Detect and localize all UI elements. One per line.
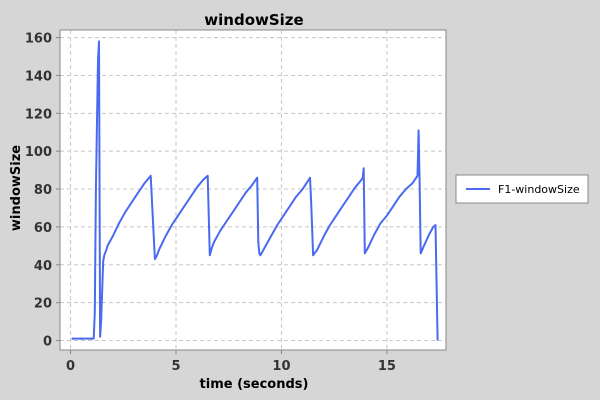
series-layer	[71, 40, 439, 341]
y-tick-label: 140	[25, 69, 52, 84]
y-axis-label: windowSize	[9, 145, 24, 231]
data-point	[79, 337, 83, 340]
y-tick-label: 0	[43, 335, 52, 350]
y-tick-label: 40	[34, 259, 52, 274]
x-axis-label: time (seconds)	[200, 377, 309, 392]
axes	[59, 29, 447, 351]
data-point	[90, 337, 93, 340]
series-line-f1-windowsize	[72, 40, 439, 341]
x-tick-label: 15	[378, 359, 396, 374]
plot-area	[60, 30, 446, 350]
x-tick-label: 10	[272, 359, 290, 374]
data-point	[71, 337, 74, 340]
y-tick-label: 60	[34, 221, 52, 236]
y-tick-label: 100	[25, 145, 52, 160]
chart-title: windowSize	[204, 11, 303, 29]
x-tick-label: 5	[171, 359, 180, 374]
grid-lines	[60, 30, 446, 350]
y-tick-label: 120	[25, 107, 52, 122]
y-tick-label: 160	[25, 32, 52, 47]
y-tick-label: 20	[34, 297, 52, 312]
tick-labels: 0 5 10 15 0 20 40 60 80 100 120 140 160	[25, 32, 396, 374]
legend: F1-windowSize	[455, 174, 589, 204]
y-tick-label: 80	[34, 183, 52, 198]
plot-border	[59, 29, 447, 351]
x-tick-label: 0	[66, 359, 75, 374]
legend-entry-f1-windowsize: F1-windowSize	[498, 183, 580, 196]
